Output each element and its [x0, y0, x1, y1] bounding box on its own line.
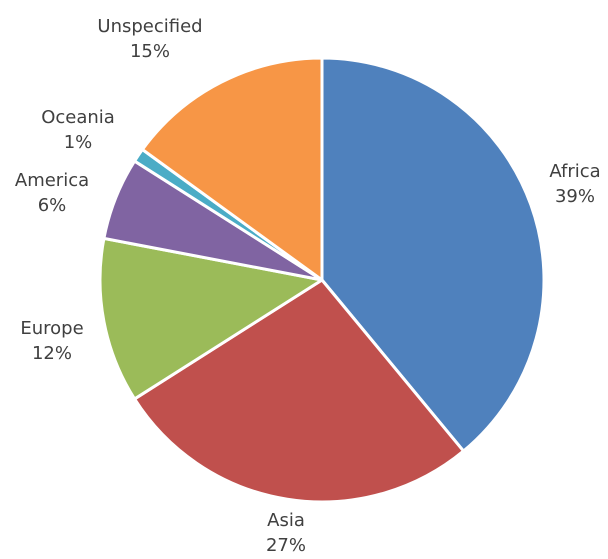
slice-category-label: Oceania [41, 107, 115, 128]
slice-label-asia: Asia 27% [266, 510, 306, 556]
pie-slice-asia [133, 278, 466, 504]
slice-percent-label: 15% [130, 41, 170, 62]
slice-percent-label: 6% [38, 195, 67, 216]
slice-category-label: Unspecified [97, 16, 202, 37]
slice-category-label: Asia [267, 510, 305, 531]
slice-percent-label: 27% [266, 535, 306, 556]
slice-category-label: America [15, 170, 89, 191]
slice-percent-label: 1% [64, 132, 93, 153]
slice-label-africa: Africa 39% [549, 161, 600, 207]
slice-percent-label: 12% [32, 343, 72, 364]
slice-label-europe: Europe 12% [20, 318, 83, 364]
slice-label-oceania: Oceania 1% [41, 107, 115, 153]
slice-category-label: Europe [20, 318, 83, 339]
pie-slice-unspecified [140, 56, 324, 282]
pie-slice-africa [320, 56, 546, 453]
slices-layer [98, 56, 546, 504]
labels-layer: Africa 39% Asia 27% Europe 12% America 6% Oceani… [15, 16, 601, 556]
slice-category-label: Africa [549, 161, 600, 182]
pie-slice-europe [98, 236, 324, 401]
slice-label-america: America 6% [15, 170, 89, 216]
slice-percent-label: 39% [555, 186, 595, 207]
slice-label-unspecified: Unspecified 15% [97, 16, 202, 62]
